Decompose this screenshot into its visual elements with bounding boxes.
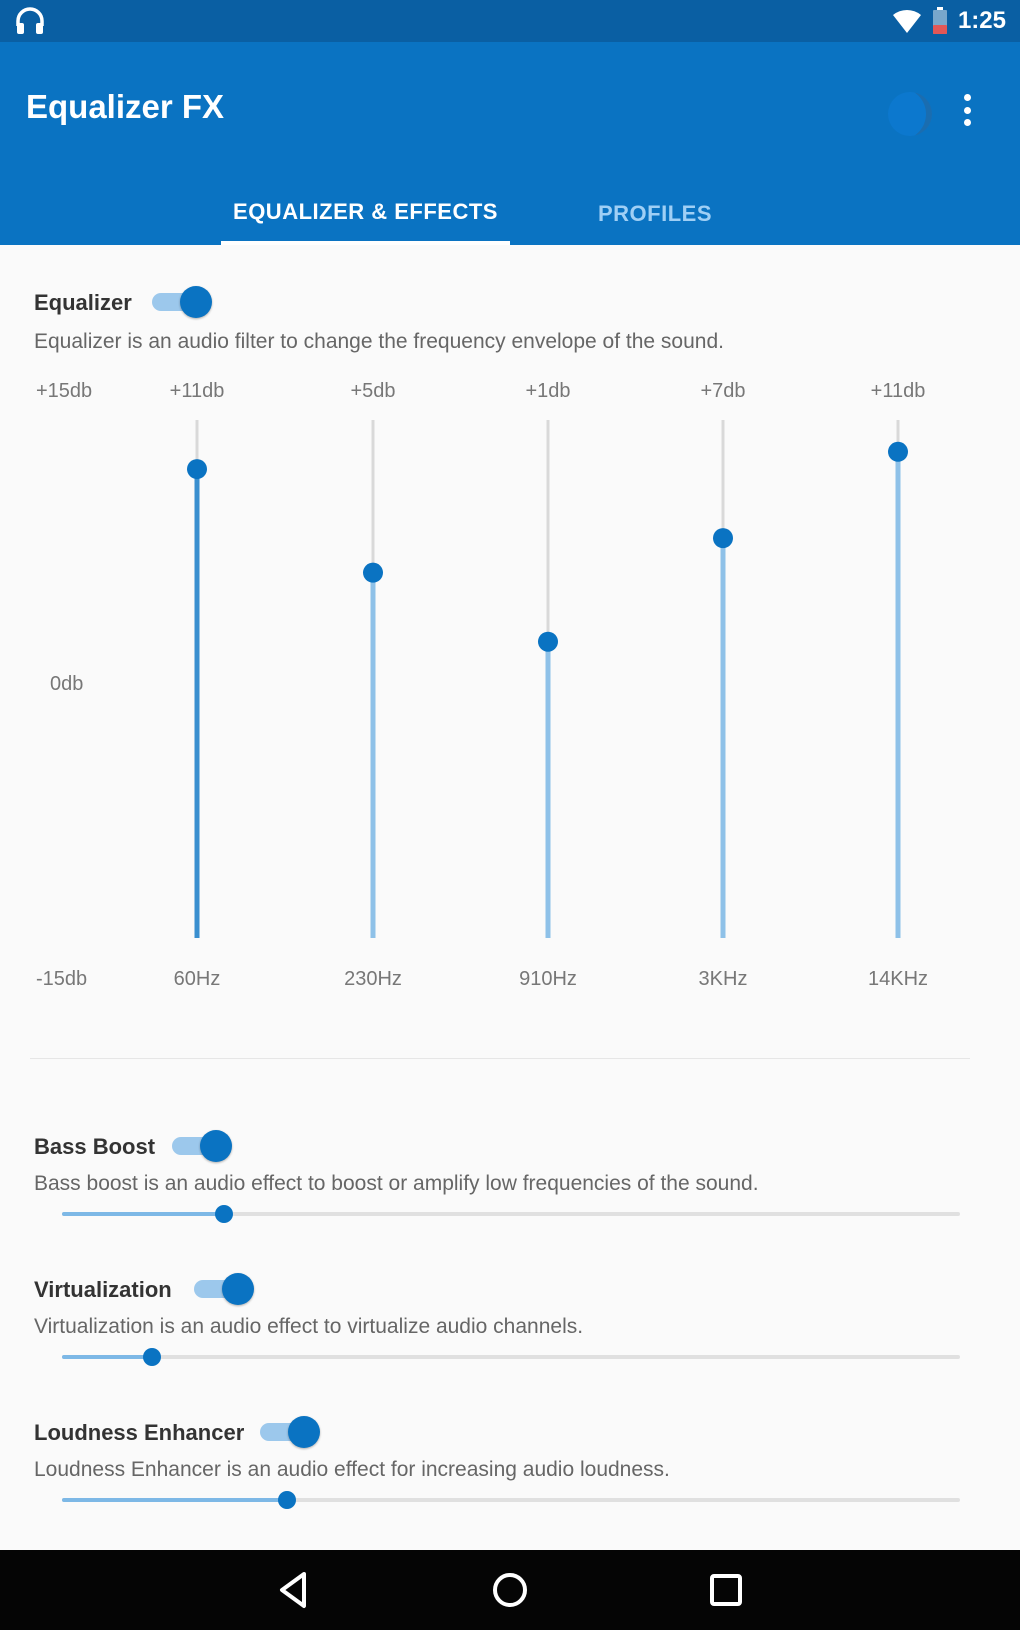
loudness-title: Loudness Enhancer [34,1420,245,1445]
master-toggle[interactable] [888,92,932,136]
back-icon[interactable] [272,1568,316,1612]
virtualization-slider[interactable] [62,1345,960,1369]
wifi-icon [892,9,921,33]
band-knob[interactable] [363,562,383,583]
tab-profiles[interactable]: PROFILES [597,200,712,226]
more-vert-icon[interactable] [955,90,979,130]
battery-icon [932,7,947,34]
band-value-label: +11db [871,380,926,402]
band-frequency-label: 14KHz [868,968,928,990]
recents-icon[interactable] [704,1568,748,1612]
band-frequency-label: 3KHz [699,968,748,990]
status-bar: 1:25 [0,0,1020,42]
equalizer-chart: +15db 0db -15db +11db 60Hz +5db 230Hz +1db 91… [36,380,928,990]
virtualization-slider-knob[interactable] [142,1348,161,1366]
tab-bar: EQUALIZER & EFFECTS PROFILES [0,182,1020,245]
axis-label-bottom: -15db [36,968,87,990]
loudness-slider[interactable] [62,1488,960,1512]
virtualization-description: Virtualization is an audio effect to vir… [34,1315,584,1338]
bass-boost-switch[interactable] [172,1130,232,1162]
band-knob[interactable] [713,528,733,549]
band-frequency-label: 910Hz [519,968,577,990]
band-value-label: +1db [525,380,570,402]
band-value-label: +5db [350,380,395,402]
equalizer-description: Equalizer is an audio filter to change t… [34,330,724,353]
app-title: Equalizer FX [26,88,225,125]
bass-boost-title: Bass Boost [34,1134,156,1159]
status-time: 1:25 [957,7,1006,34]
band-knob[interactable] [888,441,908,462]
tab-equalizer-effects[interactable]: EQUALIZER & EFFECTS [221,182,510,245]
loudness-switch[interactable] [260,1416,320,1448]
axis-label-middle: 0db [50,673,83,695]
band-frequency-label: 60Hz [174,968,221,990]
virtualization-title: Virtualization [34,1277,172,1302]
band-value-label: +7db [700,380,745,402]
app-bar: Equalizer FX EQUALIZER & EFFECTS PROFILE… [0,42,1020,245]
headphones-icon [16,7,44,34]
axis-label-top: +15db [36,380,92,402]
equalizer-switch[interactable] [152,286,212,318]
virtualization-switch[interactable] [194,1273,254,1305]
navigation-bar [0,1550,1020,1630]
bass-boost-description: Bass boost is an audio effect to boost o… [34,1172,759,1195]
loudness-description: Loudness Enhancer is an audio effect for… [34,1458,670,1481]
home-icon[interactable] [488,1568,532,1612]
band-frequency-label: 230Hz [344,968,402,990]
bass-boost-slider[interactable] [62,1202,960,1226]
band-value-label: +11db [170,380,225,402]
band-knob[interactable] [187,459,207,480]
loudness-slider-knob[interactable] [277,1491,296,1509]
section-divider [30,1058,970,1059]
status-icons: 1:25 [892,6,1006,36]
bass-boost-slider-knob[interactable] [214,1205,233,1223]
equalizer-title: Equalizer [34,290,132,315]
band-knob[interactable] [538,631,558,652]
